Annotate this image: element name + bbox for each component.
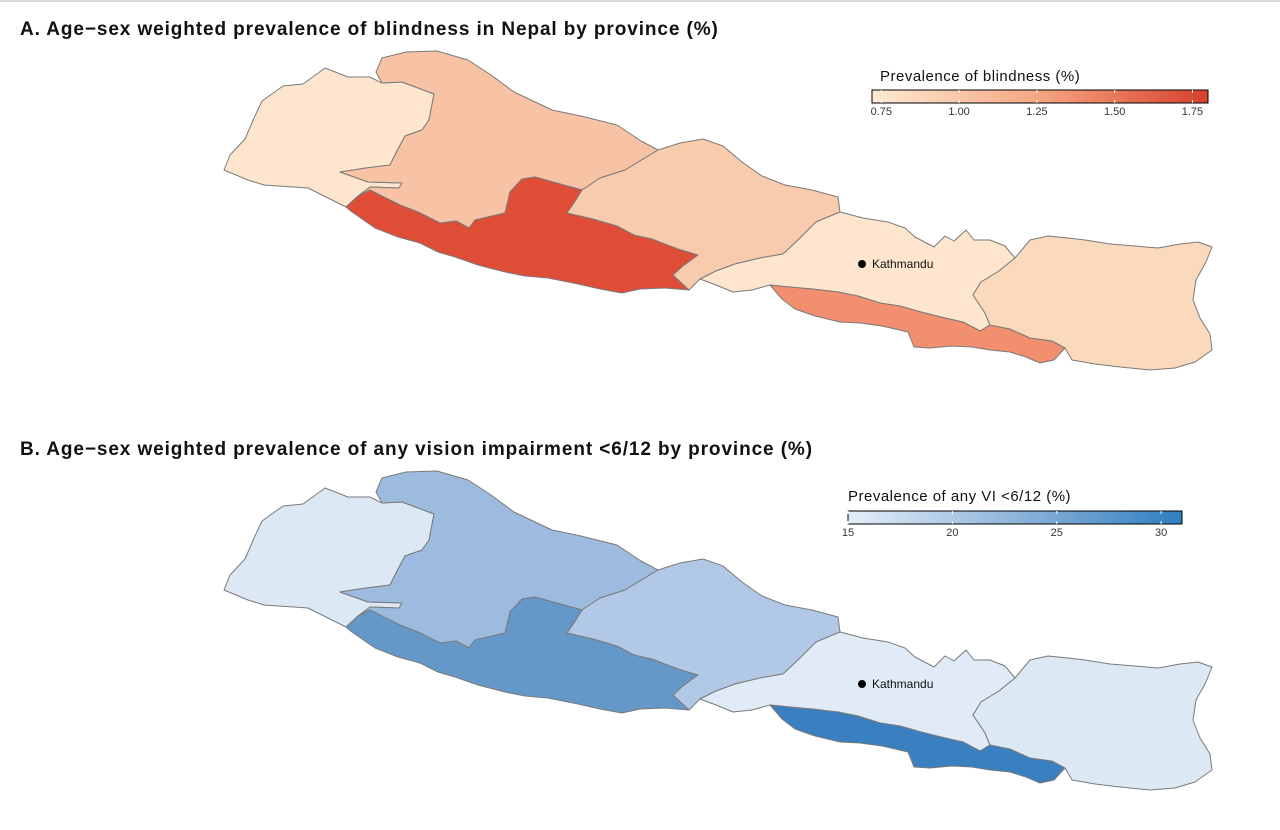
- panel-b-provinces: [223, 470, 1213, 791]
- kathmandu-dot: [858, 260, 866, 268]
- legend-tick-label: 1.75: [1182, 106, 1203, 118]
- panel-a-city-marker: Kathmandu: [858, 257, 933, 271]
- kathmandu-dot: [858, 680, 866, 688]
- legend-a-colorbar: [871, 89, 1209, 104]
- legend-tick-label: 25: [1051, 527, 1063, 539]
- panel-a-title: A. Age−sex weighted prevalence of blindn…: [20, 19, 719, 40]
- legend-tick-label: 30: [1155, 527, 1167, 539]
- legend-b-colorbar: [847, 510, 1183, 525]
- kathmandu-label: Kathmandu: [872, 257, 933, 271]
- province-koshi[interactable]: [972, 655, 1213, 791]
- legend-b-ticks: 15 20 25 30: [842, 511, 1167, 539]
- legend-tick-label: 20: [946, 527, 958, 539]
- legend-tick-label: 0.75: [871, 106, 892, 118]
- legend-tick-label: 1.50: [1104, 106, 1125, 118]
- panel-b-title: B. Age−sex weighted prevalence of any vi…: [20, 439, 813, 460]
- panel-a-map: Kathmandu Prevalence of blindness (%) 0.…: [223, 50, 1213, 371]
- legend-a-title: Prevalence of blindness (%): [880, 68, 1080, 85]
- legend-tick-label: 1.25: [1026, 106, 1047, 118]
- kathmandu-label: Kathmandu: [872, 677, 933, 691]
- province-madhesh[interactable]: [769, 284, 1066, 364]
- top-rule: [0, 0, 1280, 2]
- province-madhesh[interactable]: [769, 704, 1066, 784]
- legend-b-title: Prevalence of any VI <6/12 (%): [848, 488, 1071, 505]
- panel-b-city-marker: Kathmandu: [858, 677, 933, 691]
- panel-b-legend: Prevalence of any VI <6/12 (%) 15 20 25 30: [842, 488, 1183, 539]
- legend-tick-label: 15: [842, 527, 854, 539]
- panel-a-provinces: [223, 50, 1213, 371]
- panel-b-map: Kathmandu Prevalence of any VI <6/12 (%)…: [223, 470, 1213, 791]
- legend-tick-label: 1.00: [948, 106, 969, 118]
- province-koshi[interactable]: [972, 235, 1213, 371]
- legend-a-ticks: 0.75 1.00 1.25 1.50 1.75: [871, 90, 1203, 118]
- panel-a-legend: Prevalence of blindness (%) 0.75 1.00 1.25…: [871, 68, 1209, 118]
